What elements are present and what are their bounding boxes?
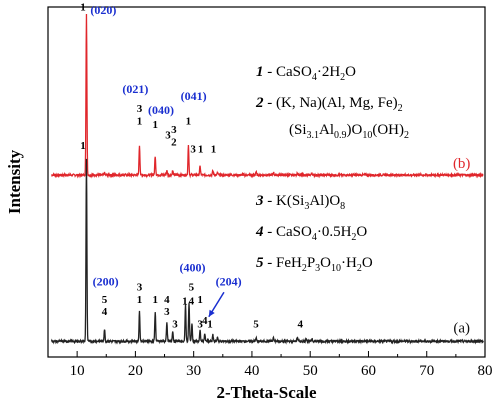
x-tick-label: 60	[361, 363, 376, 379]
series-line-0	[51, 14, 484, 179]
x-tick-label: 20	[128, 363, 143, 379]
peak-label: 1	[197, 294, 203, 306]
hkl-label: (040)	[148, 103, 174, 117]
curve-tag: (b)	[453, 156, 471, 172]
x-tick-label: 70	[419, 363, 434, 379]
peak-label: 1	[80, 2, 86, 14]
hkl-label: (400)	[180, 260, 206, 274]
legend-entry: 2 - (K, Na)(Al, Mg, Fe)2	[255, 95, 403, 114]
x-tick-label: 30	[186, 363, 201, 379]
hkl-label: (021)	[122, 82, 148, 96]
legend-entry: 4 - CaSO4·0.5H2O	[255, 224, 367, 243]
peak-label: 3	[165, 129, 171, 141]
peak-label: 3	[164, 306, 170, 318]
legend-entry: 1 - CaSO4·2H2O	[256, 64, 356, 83]
peak-label: 4	[298, 318, 304, 330]
legend-entry: 5 - FeH2P3O10·H2O	[256, 255, 373, 274]
peak-label: 1	[211, 143, 217, 155]
x-tick-label: 10	[70, 363, 85, 379]
x-axis-ticks: 10 20 30 40 50 60 70 80	[47, 351, 493, 379]
hkl-label: (020)	[90, 3, 116, 17]
peak-label: 3	[171, 124, 177, 136]
peak-label: 5	[253, 318, 259, 330]
y-axis-label: Intensity	[5, 149, 24, 214]
x-tick-label: 50	[303, 363, 318, 379]
hkl-arrow-head	[208, 309, 215, 317]
peak-label: 4	[202, 315, 208, 327]
peak-label: 1	[182, 296, 188, 308]
peak-label: 3	[197, 318, 203, 330]
hkl-label: (041)	[181, 89, 207, 103]
peak-label: 1	[152, 119, 158, 131]
legend-entry: (Si3.1Al0.9)O10(OH)2	[289, 122, 409, 141]
peak-label: 4	[102, 306, 108, 318]
series-line-1	[50, 158, 484, 345]
x-tick-label: 40	[244, 363, 259, 379]
hkl-label: (204)	[216, 274, 242, 288]
peak-label: 1	[137, 294, 143, 306]
peak-label: 1	[207, 318, 213, 330]
peak-label: 5	[189, 282, 195, 294]
peak-label: 3	[137, 103, 143, 115]
x-axis-label: 2-Theta-Scale	[216, 383, 317, 402]
peak-label: 3	[190, 143, 196, 155]
peak-label: 1	[137, 115, 143, 127]
peak-label: 1	[152, 294, 158, 306]
peak-label: 2	[171, 136, 177, 148]
peak-label: 5	[102, 294, 108, 306]
peak-label: 4	[189, 296, 195, 308]
series-group	[50, 14, 484, 345]
plot-frame	[47, 6, 486, 358]
peak-label: 3	[172, 318, 178, 330]
hkl-label: (200)	[93, 274, 119, 288]
peak-label: 3	[137, 282, 143, 294]
legend: 1 - CaSO4·2H2O 2 - (K, Na)(Al, Mg, Fe)2 (S…	[255, 64, 409, 274]
peak-label: 4	[164, 294, 170, 306]
curve-tag: (a)	[453, 321, 470, 337]
peak-label: 1	[186, 115, 192, 127]
peak-label: 1	[80, 140, 86, 152]
legend-entry: 3 - K(Si3Al)O8	[255, 193, 345, 212]
x-tick-label: 80	[478, 363, 493, 379]
peak-label: 1	[198, 143, 204, 155]
